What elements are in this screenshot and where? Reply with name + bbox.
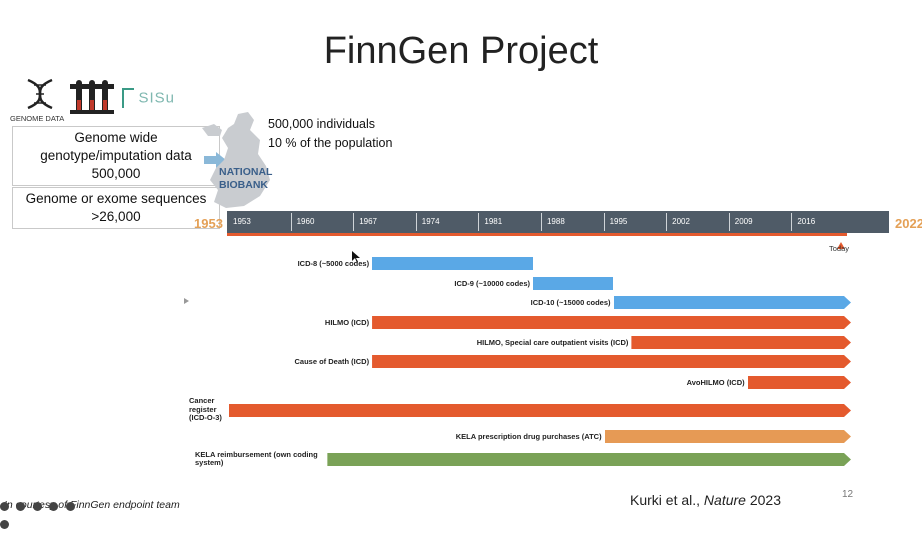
genome-data-label: GENOME DATA bbox=[10, 114, 65, 123]
register-label: KELA reimbursement (own coding system) bbox=[195, 449, 318, 467]
test-tubes-icon bbox=[70, 80, 114, 118]
citation-year: 2023 bbox=[745, 492, 781, 508]
timeline-tick: 1960 bbox=[290, 213, 352, 231]
finland-map-icon bbox=[200, 110, 280, 210]
timeline-tick: 1995 bbox=[603, 213, 665, 231]
citation: Kurki et al., Nature 2023 bbox=[630, 492, 781, 508]
sisu-logo: SISu bbox=[122, 88, 175, 112]
biobank-label-line2: BIOBANK bbox=[219, 179, 268, 191]
register-bar bbox=[748, 376, 851, 389]
sisu-label: SISu bbox=[138, 89, 175, 107]
mouse-cursor-icon bbox=[352, 250, 360, 268]
register-label: HILMO, Special care outpatient visits (I… bbox=[476, 338, 629, 347]
biobank-population: 10 % of the population bbox=[268, 136, 393, 150]
register-bar bbox=[631, 336, 851, 349]
biobank-individuals: 500,000 individuals bbox=[268, 117, 376, 131]
today-marker-icon bbox=[837, 236, 845, 254]
genotype-box-line2: genotype/imputation data bbox=[40, 148, 192, 163]
register-label: ICD-9 (~10000 codes) bbox=[454, 279, 531, 288]
footer-note: In courtesy of FinnGen endpoint team bbox=[4, 499, 180, 511]
citation-authors: Kurki et al., bbox=[630, 492, 704, 508]
timeline-tick: 1988 bbox=[540, 213, 602, 231]
register-label: AvoHILMO (ICD) bbox=[686, 378, 745, 387]
register-bar bbox=[372, 355, 851, 368]
timeline-tick: 1974 bbox=[415, 213, 477, 231]
pen-icon[interactable] bbox=[32, 502, 42, 512]
dna-icon bbox=[22, 76, 58, 112]
genotype-box: Genome wide genotype/imputation data 500… bbox=[12, 126, 220, 186]
register-bar bbox=[372, 316, 851, 329]
prev-slide-icon[interactable] bbox=[0, 502, 9, 512]
presentation-toolbar[interactable] bbox=[0, 498, 80, 530]
timeline-tick: 1967 bbox=[353, 213, 414, 231]
register-bar bbox=[605, 430, 851, 443]
register-label: HILMO (ICD) bbox=[324, 318, 370, 327]
sequences-box: Genome or exome sequences >26,000 bbox=[12, 187, 220, 229]
timeline-end-year: 2022 bbox=[895, 216, 922, 231]
timeline-start-year: 1953 bbox=[194, 216, 223, 231]
genotype-box-line1: Genome wide bbox=[74, 130, 158, 145]
register-label: Cause of Death (ICD) bbox=[294, 357, 370, 366]
sequences-box-line1: Genome or exome sequences bbox=[25, 191, 207, 206]
more-options-icon[interactable] bbox=[0, 520, 9, 530]
timeline-tick: 2016 bbox=[791, 213, 852, 231]
register-bar bbox=[614, 296, 851, 309]
timeline-tick: 1953 bbox=[233, 217, 251, 226]
register-label: Cancer register (ICD-O-3) bbox=[189, 396, 222, 423]
register-bar bbox=[327, 453, 851, 466]
biobank-label: NATIONAL BIOBANK bbox=[219, 166, 272, 192]
grid-view-icon[interactable] bbox=[49, 502, 59, 512]
timeline-tick: 1981 bbox=[478, 213, 539, 231]
small-arrow-icon bbox=[184, 291, 189, 309]
register-bar bbox=[533, 277, 614, 290]
timeline-band bbox=[227, 211, 889, 233]
zoom-icon[interactable] bbox=[65, 502, 75, 512]
sequences-box-line2: >26,000 bbox=[91, 209, 141, 224]
citation-journal: Nature bbox=[703, 492, 746, 508]
timeline-tick: 2002 bbox=[666, 213, 727, 231]
slide-title: FinnGen Project bbox=[323, 30, 599, 72]
register-bar bbox=[229, 404, 851, 417]
register-label: ICD-10 (~15000 codes) bbox=[530, 298, 611, 307]
register-label: ICD-8 (~5000 codes) bbox=[297, 259, 370, 268]
biobank-label-line1: NATIONAL bbox=[219, 166, 273, 178]
register-bar bbox=[372, 257, 534, 270]
register-label: KELA prescription drug purchases (ATC) bbox=[455, 432, 602, 441]
timeline-tick: 2009 bbox=[728, 213, 790, 231]
genotype-box-line3: 500,000 bbox=[91, 166, 141, 181]
today-label: Today bbox=[829, 244, 850, 253]
next-slide-icon[interactable] bbox=[16, 502, 26, 512]
timeline-line bbox=[227, 233, 847, 236]
sisu-mark-icon bbox=[122, 88, 134, 108]
slide-number: 12 bbox=[842, 489, 854, 500]
